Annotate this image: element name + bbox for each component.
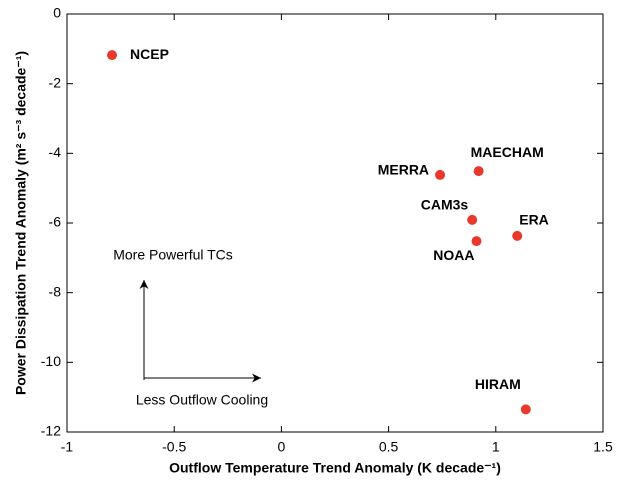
- point: [471, 236, 482, 247]
- point-label: CAM3s: [421, 197, 469, 213]
- point: [473, 166, 484, 177]
- point-label: ERA: [519, 212, 549, 228]
- y-tick-label: -4: [49, 144, 62, 160]
- point-label: NCEP: [130, 46, 169, 62]
- point-label: NOAA: [433, 247, 474, 263]
- point-label: MAECHAM: [471, 144, 544, 160]
- point: [520, 404, 531, 415]
- y-tick-label: 0: [53, 5, 61, 21]
- y-tick-label: -2: [49, 74, 62, 90]
- x-tick-label: -0.5: [162, 439, 186, 455]
- x-tick-label: 0.5: [379, 439, 399, 455]
- point-label: MERRA: [378, 162, 429, 178]
- x-tick-label: 1: [492, 439, 500, 455]
- point: [512, 230, 523, 241]
- x-tick-label: -1: [61, 439, 74, 455]
- point: [107, 50, 118, 61]
- point: [467, 214, 478, 225]
- y-tick-label: -12: [41, 423, 61, 439]
- y-axis-label: Power Dissipation Trend Anomaly (m² s⁻³ …: [13, 51, 29, 395]
- point-label: HIRAM: [475, 376, 521, 392]
- y-tick-label: -10: [41, 353, 61, 369]
- x-tick-label: 0: [278, 439, 286, 455]
- y-tick-label: -8: [49, 283, 62, 299]
- point: [435, 169, 446, 180]
- annotation: More Powerful TCs: [113, 247, 233, 263]
- x-axis-label: Outflow Temperature Trend Anomaly (K dec…: [169, 460, 501, 476]
- y-tick-label: -6: [49, 214, 62, 230]
- x-tick-label: 1.5: [593, 439, 613, 455]
- annotation: Less Outflow Cooling: [136, 392, 268, 408]
